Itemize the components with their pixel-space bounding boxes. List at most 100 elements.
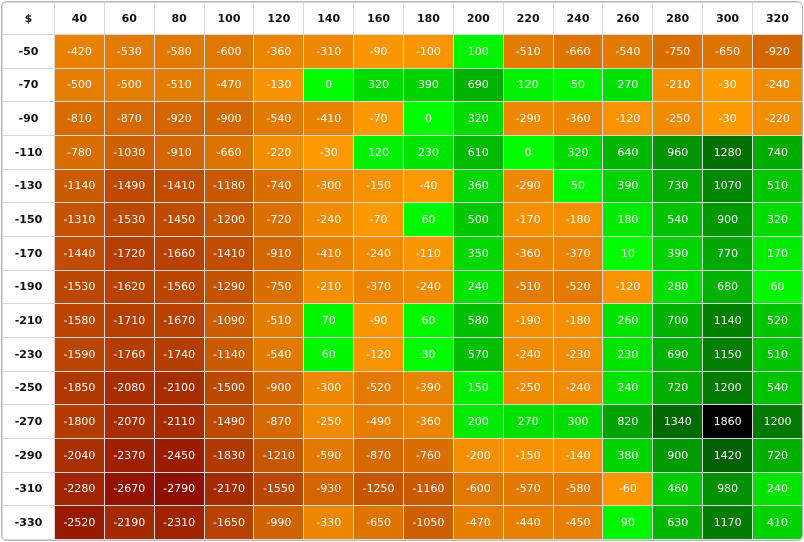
heatmap-cell: -530 xyxy=(103,34,155,69)
heatmap-cell: -2790 xyxy=(153,471,205,507)
heatmap-cell: -1740 xyxy=(153,336,205,372)
heatmap-cell: 580 xyxy=(452,303,504,338)
heatmap-cell: 630 xyxy=(652,505,704,540)
column-header: 140 xyxy=(303,2,355,35)
heatmap-cell: -920 xyxy=(752,34,802,69)
heatmap-cell: 740 xyxy=(752,134,802,170)
heatmap-cell: 700 xyxy=(652,303,704,338)
heatmap-cell: -30 xyxy=(702,67,754,103)
table-row: -330 -2520 -2190 -2310 -1650 -990 -330 -650 -105… xyxy=(2,505,802,540)
heatmap-cell: 270 xyxy=(502,404,554,439)
heatmap-cell: 60 xyxy=(303,336,355,372)
heatmap-cell: -1670 xyxy=(153,303,205,338)
heatmap-cell: 960 xyxy=(652,134,704,170)
table-row: -150 -1310 -1530 -1450 -1200 -720 -240 -70 60 500… xyxy=(2,202,802,237)
heatmap-cell: -760 xyxy=(403,437,454,473)
heatmap-cell: 1280 xyxy=(702,134,754,170)
heatmap-cell: -580 xyxy=(153,34,205,69)
heatmap-cell: -1180 xyxy=(203,168,255,204)
heatmap-cell: -240 xyxy=(403,269,454,305)
heatmap-cell: -570 xyxy=(502,471,554,507)
heatmap-cell: -1210 xyxy=(253,437,305,473)
heatmap-cell: -900 xyxy=(203,101,255,136)
table-row: -130 -1140 -1490 -1410 -1180 -740 -300 -150 -40 3… xyxy=(2,168,802,204)
heatmap-cell: 520 xyxy=(752,303,802,338)
heatmap-cell: -2170 xyxy=(203,471,255,507)
heatmap-cell: 1170 xyxy=(702,505,754,540)
heatmap-cell: -240 xyxy=(752,67,802,103)
heatmap-cell: -90 xyxy=(353,303,405,338)
heatmap-cell: -370 xyxy=(552,235,604,271)
heatmap-cell: 150 xyxy=(452,370,504,406)
heatmap-cell: -1590 xyxy=(54,336,105,372)
heatmap-cell: -1140 xyxy=(203,336,255,372)
heatmap-cell: -200 xyxy=(452,437,504,473)
heatmap-cell: 350 xyxy=(452,235,504,271)
table-row: -210 -1580 -1710 -1670 -1090 -510 70 -90 60 580 -1… xyxy=(2,303,802,338)
heatmap-cell: -300 xyxy=(303,168,355,204)
heatmap-cell: -330 xyxy=(303,505,355,540)
heatmap-cell: 690 xyxy=(652,336,704,372)
heatmap-cell: -1620 xyxy=(103,269,155,305)
row-header: -170 xyxy=(2,235,55,271)
heatmap-cell: 1340 xyxy=(652,404,704,439)
heatmap-cell: -1450 xyxy=(153,202,205,237)
row-header: -230 xyxy=(2,336,55,372)
heatmap-cell: -590 xyxy=(303,437,355,473)
heatmap-cell: -470 xyxy=(203,67,255,103)
heatmap-cell: -1660 xyxy=(153,235,205,271)
heatmap-cell: -2310 xyxy=(153,505,205,540)
heatmap-cell: -510 xyxy=(253,303,305,338)
heatmap-cell: -130 xyxy=(253,67,305,103)
heatmap-cell: -470 xyxy=(452,505,504,540)
heatmap-cell: -180 xyxy=(552,202,604,237)
heatmap-cell: -1710 xyxy=(103,303,155,338)
heatmap-cell: -90 xyxy=(353,34,405,69)
heatmap-cell: 30 xyxy=(403,336,454,372)
heatmap-cell: -230 xyxy=(552,336,604,372)
heatmap-cell: -2100 xyxy=(153,370,205,406)
heatmap-cell: 230 xyxy=(403,134,454,170)
heatmap-cell: -120 xyxy=(353,336,405,372)
heatmap-cell: -1410 xyxy=(153,168,205,204)
heatmap-cell: -1560 xyxy=(153,269,205,305)
heatmap-cell: 770 xyxy=(702,235,754,271)
heatmap-cell: -440 xyxy=(502,505,554,540)
heatmap-cell: -410 xyxy=(303,235,355,271)
column-header: 220 xyxy=(502,2,554,35)
table-row: -70 -500 -500 -510 -470 -130 0 320 390 690 120 50 27… xyxy=(2,67,802,103)
heatmap-cell: -70 xyxy=(353,101,405,136)
heatmap-cell: -1550 xyxy=(253,471,305,507)
heatmap-cell: -920 xyxy=(153,101,205,136)
column-header: 100 xyxy=(203,2,255,35)
heatmap-cell: -290 xyxy=(502,101,554,136)
heatmap-cell: 320 xyxy=(752,202,802,237)
heatmap-cell: 60 xyxy=(403,202,454,237)
heatmap-cell: 900 xyxy=(702,202,754,237)
heatmap-cell: -180 xyxy=(552,303,604,338)
column-header: 60 xyxy=(103,2,155,35)
table-row: -310 -2280 -2670 -2790 -2170 -1550 -930 -1250 -1… xyxy=(2,471,802,507)
heatmap-cell: 680 xyxy=(702,269,754,305)
row-header: -70 xyxy=(2,67,55,103)
heatmap-cell: -1580 xyxy=(54,303,105,338)
heatmap-cell: 1070 xyxy=(702,168,754,204)
column-header: 260 xyxy=(602,2,654,35)
heatmap-cell: -810 xyxy=(54,101,105,136)
heatmap-cell: -1530 xyxy=(103,202,155,237)
heatmap-cell: -30 xyxy=(303,134,355,170)
heatmap-cell: 690 xyxy=(452,67,504,103)
row-header: -330 xyxy=(2,505,55,540)
column-header: 180 xyxy=(403,2,454,35)
heatmap-cell: -210 xyxy=(652,67,704,103)
heatmap-cell: -540 xyxy=(253,101,305,136)
table-row: -110 -780 -1030 -910 -660 -220 -30 120 230 610 0 32… xyxy=(2,134,802,170)
heatmap-cell: -60 xyxy=(602,471,654,507)
heatmap-cell: -910 xyxy=(153,134,205,170)
heatmap-cell: -310 xyxy=(303,34,355,69)
heatmap-cell: -360 xyxy=(253,34,305,69)
row-header: -90 xyxy=(2,101,55,136)
heatmap-cell: -2670 xyxy=(103,471,155,507)
row-header: -190 xyxy=(2,269,55,305)
heatmap-cell: -780 xyxy=(54,134,105,170)
